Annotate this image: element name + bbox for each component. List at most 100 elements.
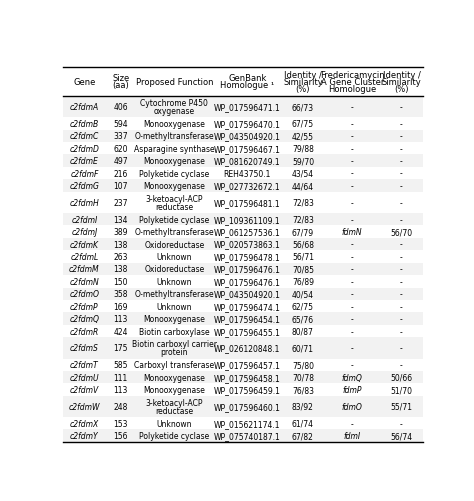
Text: Identity /: Identity / xyxy=(284,71,322,80)
Text: WP_017596454.1: WP_017596454.1 xyxy=(214,315,281,324)
Text: -: - xyxy=(351,103,354,112)
Text: Homologue: Homologue xyxy=(328,85,376,94)
Bar xyxy=(63,180,423,192)
Text: fdmO: fdmO xyxy=(342,402,363,411)
Text: WP_017596476.1: WP_017596476.1 xyxy=(214,265,281,274)
Text: Gene: Gene xyxy=(73,78,96,87)
Text: -: - xyxy=(400,120,403,129)
Bar xyxy=(63,301,423,313)
Text: 113: 113 xyxy=(114,315,128,324)
Text: fdmQ: fdmQ xyxy=(342,373,363,382)
Text: fdmN: fdmN xyxy=(342,227,363,236)
Text: 3-ketoacyl-ACP: 3-ketoacyl-ACP xyxy=(146,194,203,203)
Text: -: - xyxy=(351,240,354,249)
Text: -: - xyxy=(351,215,354,224)
Text: 138: 138 xyxy=(114,265,128,274)
Text: -: - xyxy=(351,120,354,129)
Text: 62/75: 62/75 xyxy=(292,302,314,311)
Text: 56/74: 56/74 xyxy=(391,431,412,440)
Text: c2fdmP: c2fdmP xyxy=(70,302,99,311)
Text: (%): (%) xyxy=(296,85,310,94)
Text: -: - xyxy=(400,327,403,336)
Text: -: - xyxy=(351,302,354,311)
Text: -: - xyxy=(351,132,354,141)
Text: Identity /: Identity / xyxy=(383,71,420,80)
Text: REH43750.1: REH43750.1 xyxy=(224,169,271,178)
Text: 620: 620 xyxy=(114,144,128,153)
Text: -: - xyxy=(351,290,354,299)
Text: 153: 153 xyxy=(114,419,128,428)
Text: c2fdmA: c2fdmA xyxy=(70,103,99,112)
Text: -: - xyxy=(351,144,354,153)
Text: 67/79: 67/79 xyxy=(292,227,314,236)
Text: 175: 175 xyxy=(114,344,128,353)
Text: 56/68: 56/68 xyxy=(292,240,314,249)
Text: 72/83: 72/83 xyxy=(292,198,314,207)
Text: 3-ketoacyl-ACP: 3-ketoacyl-ACP xyxy=(146,398,203,407)
Bar xyxy=(63,251,423,263)
Text: Unknown: Unknown xyxy=(156,419,192,428)
Text: GenBank: GenBank xyxy=(228,74,266,83)
Text: O-methyltransferase: O-methyltransferase xyxy=(135,290,214,299)
Text: WP_027732672.1: WP_027732672.1 xyxy=(214,182,281,191)
Text: c2fdmJ: c2fdmJ xyxy=(71,227,98,236)
Text: Oxidoreductase: Oxidoreductase xyxy=(144,265,204,274)
Text: Monooxygenase: Monooxygenase xyxy=(144,182,205,191)
Text: WP_026120848.1: WP_026120848.1 xyxy=(214,344,281,353)
Text: -: - xyxy=(400,182,403,191)
Text: 72/83: 72/83 xyxy=(292,215,314,224)
Text: Carboxyl transferase: Carboxyl transferase xyxy=(134,361,214,370)
Text: Similarity: Similarity xyxy=(283,78,323,87)
Text: Polyketide cyclase: Polyketide cyclase xyxy=(139,215,210,224)
Bar xyxy=(63,288,423,301)
Text: O-methyltransferase: O-methyltransferase xyxy=(135,132,214,141)
Text: -: - xyxy=(351,182,354,191)
Text: c2fdmN: c2fdmN xyxy=(70,278,99,286)
Text: 56/70: 56/70 xyxy=(391,227,412,236)
Bar xyxy=(63,396,423,417)
Text: -: - xyxy=(400,240,403,249)
Text: WP_017596457.1: WP_017596457.1 xyxy=(214,361,281,370)
Text: WP_017596471.1: WP_017596471.1 xyxy=(214,103,281,112)
Text: Biotin carboxyl carrier: Biotin carboxyl carrier xyxy=(132,340,217,349)
Bar xyxy=(63,155,423,167)
Text: WP_017596470.1: WP_017596470.1 xyxy=(214,120,281,129)
Text: WP_017596460.1: WP_017596460.1 xyxy=(214,402,281,411)
Text: 497: 497 xyxy=(113,157,128,166)
Text: 60/71: 60/71 xyxy=(292,344,314,353)
Text: 76/89: 76/89 xyxy=(292,278,314,286)
Text: c2fdmG: c2fdmG xyxy=(69,182,99,191)
Text: 594: 594 xyxy=(113,120,128,129)
Text: O-methyltransferase: O-methyltransferase xyxy=(135,227,214,236)
Text: -: - xyxy=(400,290,403,299)
Text: -: - xyxy=(400,419,403,428)
Text: 65/76: 65/76 xyxy=(292,315,314,324)
Bar xyxy=(63,97,423,118)
Text: Unknown: Unknown xyxy=(156,278,192,286)
Text: A Gene Cluster: A Gene Cluster xyxy=(320,78,384,87)
Text: -: - xyxy=(400,215,403,224)
Text: 44/64: 44/64 xyxy=(292,182,314,191)
Text: Polyketide cyclase: Polyketide cyclase xyxy=(139,431,210,440)
Text: 138: 138 xyxy=(114,240,128,249)
Text: c2fdmQ: c2fdmQ xyxy=(69,315,100,324)
Text: c2fdmB: c2fdmB xyxy=(70,120,99,129)
Text: Proposed Function: Proposed Function xyxy=(136,78,213,87)
Text: WP_043504920.1: WP_043504920.1 xyxy=(214,132,281,141)
Text: c2fdmU: c2fdmU xyxy=(70,373,99,382)
Text: WP_017596474.1: WP_017596474.1 xyxy=(214,302,281,311)
Bar xyxy=(63,130,423,143)
Text: 248: 248 xyxy=(114,402,128,411)
Text: 61/74: 61/74 xyxy=(292,419,314,428)
Text: 40/54: 40/54 xyxy=(292,290,314,299)
Text: WP_017596481.1: WP_017596481.1 xyxy=(214,198,281,207)
Text: 55/71: 55/71 xyxy=(391,402,412,411)
Text: Polyketide cyclase: Polyketide cyclase xyxy=(139,169,210,178)
Text: -: - xyxy=(351,327,354,336)
Text: -: - xyxy=(400,198,403,207)
Text: Biotin carboxylase: Biotin carboxylase xyxy=(139,327,210,336)
Text: 50/66: 50/66 xyxy=(391,373,412,382)
Text: 80/87: 80/87 xyxy=(292,327,314,336)
Text: Oxidoreductase: Oxidoreductase xyxy=(144,240,204,249)
Text: 169: 169 xyxy=(114,302,128,311)
